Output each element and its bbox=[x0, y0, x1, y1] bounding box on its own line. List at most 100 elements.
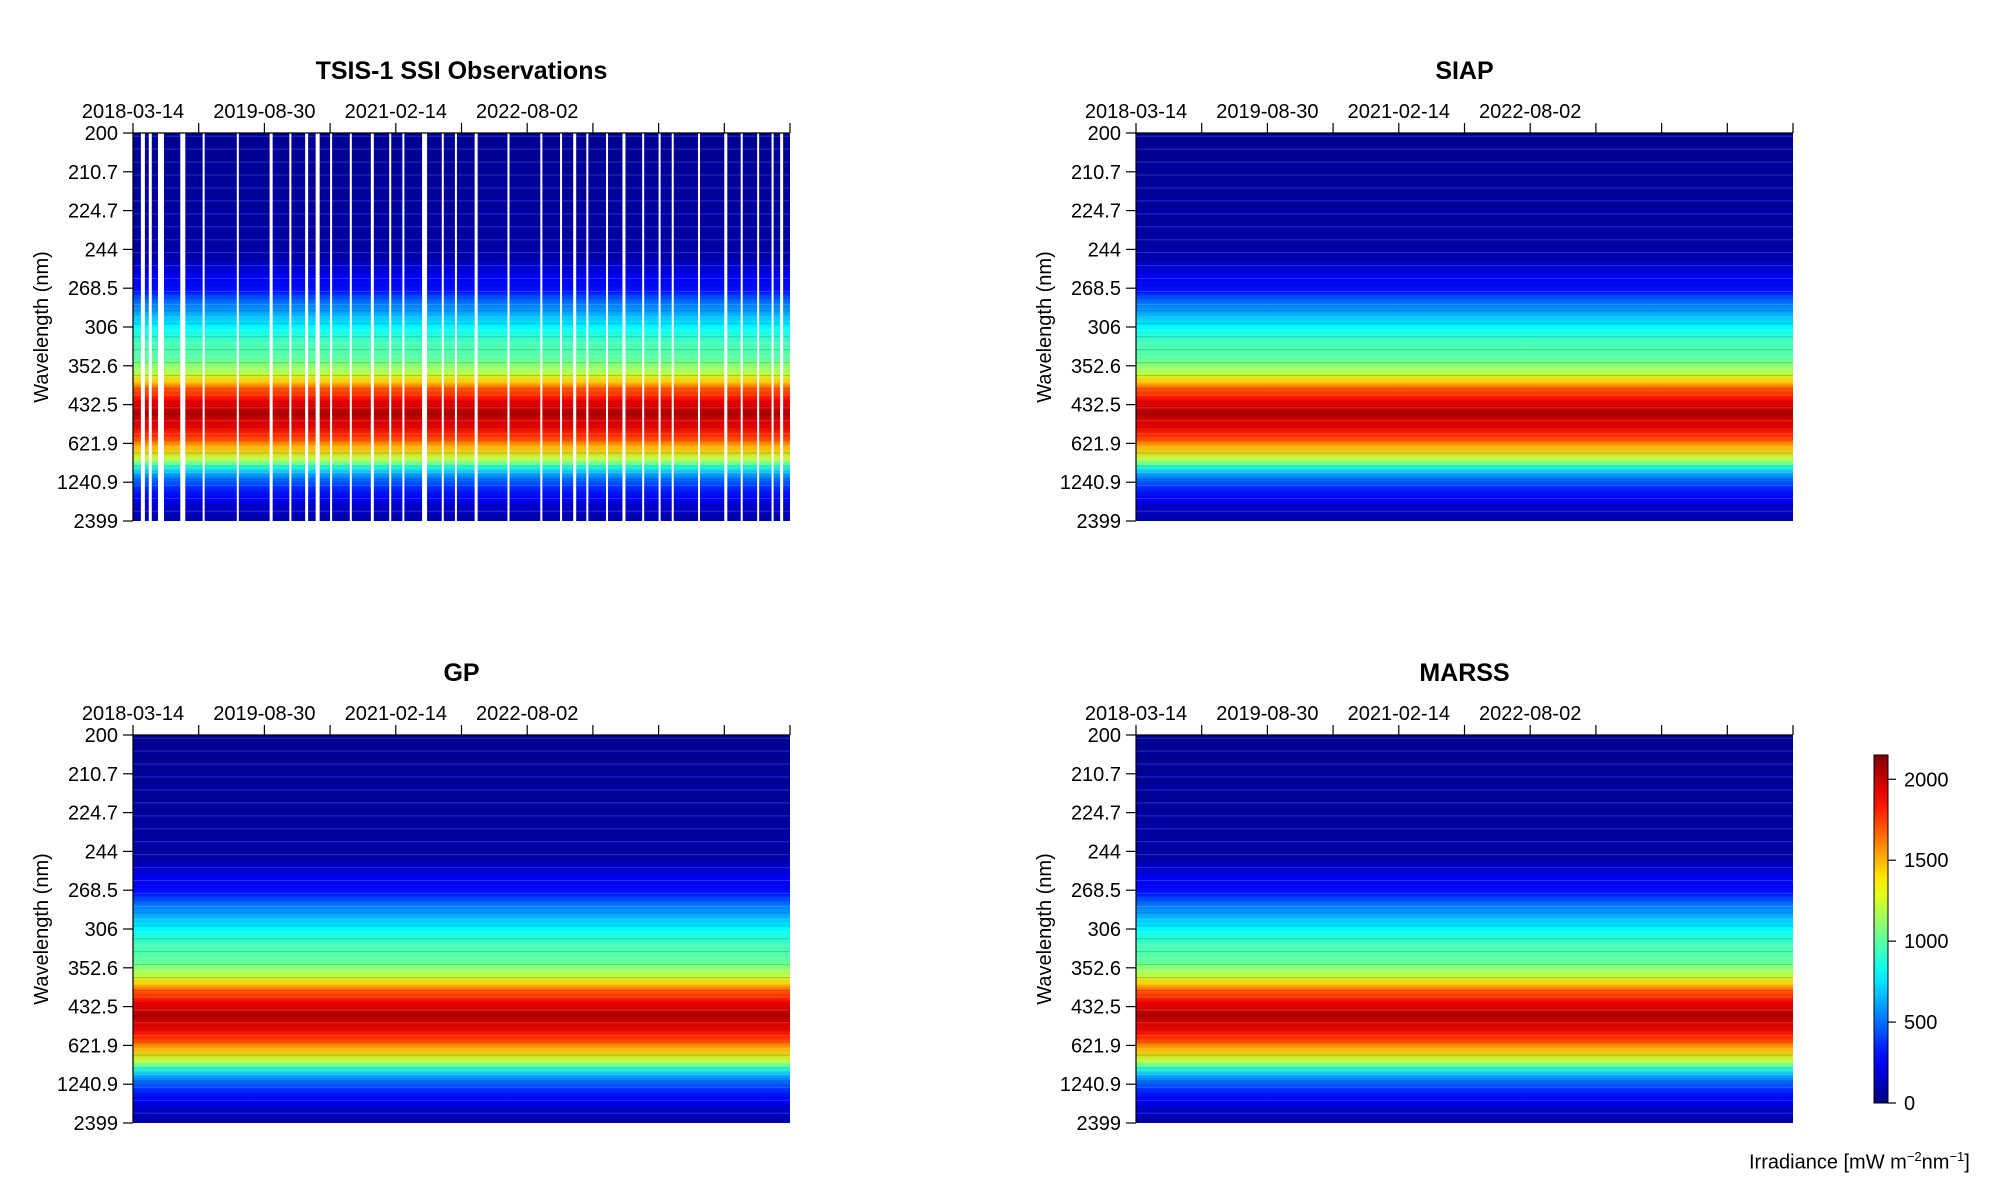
gap-stripe bbox=[573, 133, 577, 521]
spectral-banding bbox=[1136, 135, 1793, 519]
colorbar-tick-label: 2000 bbox=[1904, 769, 1949, 791]
heatmap-field bbox=[1136, 133, 1793, 521]
y-tick-label: 224.7 bbox=[68, 201, 118, 223]
x-tick-label: 2021-02-14 bbox=[345, 703, 447, 725]
observation-gaps bbox=[140, 133, 784, 521]
y-tick-label: 2399 bbox=[74, 1113, 119, 1135]
y-tick-label: 352.6 bbox=[1071, 356, 1121, 378]
gap-stripe bbox=[236, 133, 239, 521]
colorbar-tick-label: 1500 bbox=[1904, 850, 1949, 872]
y-tick-label: 306 bbox=[85, 919, 118, 941]
heatmap-panel-1: TSIS-1 SSI Observations 2018-03-14 2019-08… bbox=[31, 57, 791, 533]
y-tick-label: 432.5 bbox=[1071, 395, 1121, 417]
gap-stripe bbox=[140, 133, 145, 521]
y-tick-label: 1240.9 bbox=[57, 472, 118, 494]
colorbar-label-suffix: ] bbox=[1964, 1151, 1970, 1174]
x-tick-label: 2019-08-30 bbox=[1216, 703, 1318, 725]
spectral-banding bbox=[1136, 737, 1793, 1121]
gap-stripe bbox=[757, 133, 760, 521]
gap-stripe bbox=[402, 133, 405, 521]
colorbar: 0 500 1000 1500 2000 bbox=[1873, 754, 1949, 1115]
gap-stripe bbox=[622, 133, 626, 521]
x-tick-label: 2022-08-02 bbox=[476, 703, 578, 725]
y-tick-label: 1240.9 bbox=[1060, 1074, 1121, 1096]
heatmap-panel-2: SIAP 2018-03-14 2019-08-30 2021-02-14 2022-0… bbox=[1034, 57, 1794, 533]
gap-stripe bbox=[305, 133, 309, 521]
heatmap-panel-3: GP 2018-03-14 2019-08-30 2021-02-14 2022-08-… bbox=[31, 659, 791, 1135]
gap-stripe bbox=[724, 133, 728, 521]
spectral-banding bbox=[133, 135, 790, 519]
x-tick-label: 2018-03-14 bbox=[82, 101, 184, 123]
y-tick-label: 621.9 bbox=[68, 433, 118, 455]
y-tick-label: 200 bbox=[1088, 725, 1121, 747]
gap-stripe bbox=[330, 133, 333, 521]
x-tick-label: 2018-03-14 bbox=[82, 703, 184, 725]
y-tick-label: 306 bbox=[85, 317, 118, 339]
y-tick-label: 268.5 bbox=[1071, 880, 1121, 902]
x-tick-label: 2019-08-30 bbox=[1216, 101, 1318, 123]
y-tick-label: 352.6 bbox=[68, 356, 118, 378]
gap-stripe bbox=[148, 133, 152, 521]
gap-stripe bbox=[422, 133, 428, 521]
y-tick-label: 352.6 bbox=[1071, 958, 1121, 980]
y-tick-label: 268.5 bbox=[1071, 278, 1121, 300]
colorbar-label-exp2: −1 bbox=[1949, 1149, 1965, 1164]
gap-stripe bbox=[289, 133, 292, 521]
y-tick-label: 244 bbox=[1088, 239, 1121, 261]
gap-stripe bbox=[606, 133, 609, 521]
y-tick-label: 210.7 bbox=[1071, 162, 1121, 184]
colorbar-label: Irradiance [mW m−2nm−1] bbox=[1749, 1149, 1970, 1175]
x-tick-label: 2018-03-14 bbox=[1085, 703, 1187, 725]
y-tick-label: 1240.9 bbox=[1060, 472, 1121, 494]
y-tick-label: 224.7 bbox=[68, 803, 118, 825]
heatmap-field bbox=[1136, 735, 1793, 1123]
y-tick-label: 268.5 bbox=[68, 278, 118, 300]
gap-stripe bbox=[771, 133, 774, 521]
colorbar-label-exp1: −2 bbox=[1906, 1149, 1922, 1164]
x-tick-label: 2021-02-14 bbox=[345, 101, 447, 123]
gap-stripe bbox=[202, 133, 205, 521]
y-tick-label: 200 bbox=[85, 123, 118, 145]
gap-stripe bbox=[269, 133, 273, 521]
x-tick-label: 2018-03-14 bbox=[1085, 101, 1187, 123]
y-axis-label: Wavelength (nm) bbox=[31, 251, 53, 403]
y-tick-label: 224.7 bbox=[1071, 803, 1121, 825]
y-tick-label: 432.5 bbox=[68, 395, 118, 417]
heatmap-field bbox=[133, 735, 790, 1123]
y-tick-label: 224.7 bbox=[1071, 201, 1121, 223]
colorbar-tick-label: 1000 bbox=[1904, 931, 1949, 953]
y-tick-label: 621.9 bbox=[68, 1035, 118, 1057]
y-tick-label: 621.9 bbox=[1071, 433, 1121, 455]
spectral-banding bbox=[133, 737, 790, 1121]
gap-stripe bbox=[389, 133, 392, 521]
gap-stripe bbox=[180, 133, 186, 521]
y-tick-label: 210.7 bbox=[1071, 764, 1121, 786]
gap-stripe bbox=[441, 133, 444, 521]
y-tick-label: 2399 bbox=[1077, 1113, 1122, 1135]
panel-title: TSIS-1 SSI Observations bbox=[316, 57, 608, 85]
y-tick-label: 210.7 bbox=[68, 162, 118, 184]
x-tick-label: 2019-08-30 bbox=[213, 703, 315, 725]
y-axis-label: Wavelength (nm) bbox=[1034, 853, 1056, 1005]
gap-stripe bbox=[740, 133, 743, 521]
gap-stripe bbox=[474, 133, 478, 521]
gap-stripe bbox=[157, 133, 164, 521]
gap-stripe bbox=[780, 133, 784, 521]
y-tick-label: 306 bbox=[1088, 919, 1121, 941]
gap-stripe bbox=[698, 133, 701, 521]
y-tick-label: 244 bbox=[1088, 841, 1121, 863]
y-tick-label: 2399 bbox=[74, 511, 119, 533]
panel-title: SIAP bbox=[1435, 57, 1493, 85]
gap-stripe bbox=[658, 133, 661, 521]
x-tick-label: 2022-08-02 bbox=[476, 101, 578, 123]
x-tick-label: 2021-02-14 bbox=[1348, 703, 1450, 725]
y-tick-label: 306 bbox=[1088, 317, 1121, 339]
colorbar-tick-label: 0 bbox=[1904, 1093, 1915, 1115]
y-tick-label: 1240.9 bbox=[57, 1074, 118, 1096]
gap-stripe bbox=[540, 133, 543, 521]
y-tick-label: 2399 bbox=[1077, 511, 1122, 533]
y-axis-label: Wavelength (nm) bbox=[31, 853, 53, 1005]
y-tick-label: 244 bbox=[85, 841, 118, 863]
y-tick-label: 432.5 bbox=[68, 997, 118, 1019]
